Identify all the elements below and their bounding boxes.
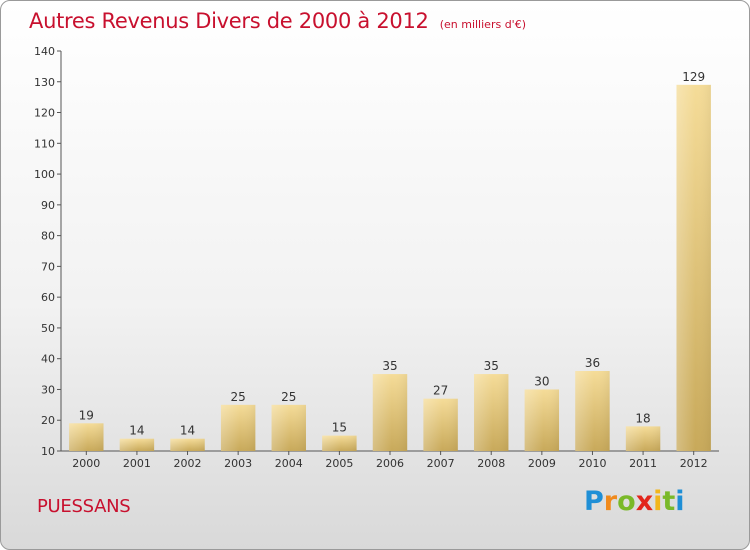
logo-letter: t: [662, 486, 676, 517]
proxiti-logo: Proxiti: [584, 486, 685, 517]
chart-subtitle: (en milliers d'€): [439, 18, 526, 31]
bar-shine: [69, 423, 104, 451]
bar-shine: [423, 398, 458, 451]
value-label: 27: [433, 384, 448, 398]
x-tick-label: 2000: [72, 457, 100, 470]
y-tick-label: 100: [34, 168, 55, 181]
x-tick-label: 2011: [629, 457, 657, 470]
bars: [69, 84, 711, 451]
chart-title-wrap: Autres Revenus Divers de 2000 à 2012 (en…: [29, 9, 526, 33]
axes: 10 20 30 40 50 60 70 80 90 100 110 120 130 140: [34, 45, 719, 458]
x-tick-label: 2008: [477, 457, 505, 470]
labels: 19 2000 14 2001 14 2002 25 2003 25 2004 15 2005 35 20…: [72, 70, 707, 470]
y-tick-label: 10: [41, 445, 55, 458]
x-tick-label: 2009: [528, 457, 556, 470]
y-tick-label: 20: [41, 414, 55, 427]
bar-shine: [119, 438, 155, 451]
value-label: 25: [281, 390, 296, 404]
value-label: 36: [585, 356, 600, 370]
x-tick-label: 2002: [174, 457, 202, 470]
y-tick-label: 30: [41, 383, 55, 396]
bar-shine: [474, 374, 509, 451]
bar-shine: [322, 435, 357, 451]
x-tick-label: 2003: [224, 457, 252, 470]
x-tick-label: 2012: [680, 457, 708, 470]
bar-shine: [625, 426, 661, 451]
value-label: 14: [129, 424, 144, 438]
bar-shine: [170, 438, 205, 451]
bar-shine: [372, 374, 408, 451]
value-label: 18: [635, 411, 650, 425]
logo-letter: i: [653, 486, 663, 517]
y-tick-label: 110: [34, 137, 55, 150]
logo-letter: o: [617, 486, 636, 517]
y-tick-label: 40: [41, 353, 55, 366]
y-tick-label: 90: [41, 199, 55, 212]
commune-name: PUESSANS: [37, 496, 131, 517]
chart-title: Autres Revenus Divers de 2000 à 2012: [29, 9, 429, 33]
value-label: 35: [382, 359, 397, 373]
y-tick-label: 70: [41, 260, 55, 273]
bar-shine: [524, 389, 560, 451]
value-label: 14: [180, 424, 195, 438]
value-label: 35: [484, 359, 499, 373]
x-tick-label: 2006: [376, 457, 404, 470]
x-tick-label: 2004: [275, 457, 303, 470]
logo-letter: i: [675, 486, 685, 517]
x-tick-label: 2001: [123, 457, 151, 470]
y-tick-label: 140: [34, 45, 55, 58]
x-tick-label: 2010: [578, 457, 606, 470]
bar-shine: [676, 84, 711, 451]
logo-letter: P: [584, 486, 604, 517]
y-tick-label: 120: [34, 107, 55, 120]
value-label: 30: [534, 374, 549, 388]
y-tick-label: 80: [41, 230, 55, 243]
value-label: 129: [682, 70, 705, 84]
value-label: 25: [231, 390, 246, 404]
bar-shine: [575, 371, 610, 451]
y-tick-label: 60: [41, 291, 55, 304]
logo-letter: x: [635, 486, 654, 517]
y-tick-label: 130: [34, 76, 55, 89]
bar-shine: [271, 404, 306, 451]
y-tick-label: 50: [41, 322, 55, 335]
x-tick-label: 2007: [427, 457, 455, 470]
x-tick-label: 2005: [325, 457, 353, 470]
value-label: 19: [79, 408, 94, 422]
logo-letter: r: [603, 486, 618, 517]
bar-shine: [220, 404, 256, 451]
value-label: 15: [332, 421, 347, 435]
